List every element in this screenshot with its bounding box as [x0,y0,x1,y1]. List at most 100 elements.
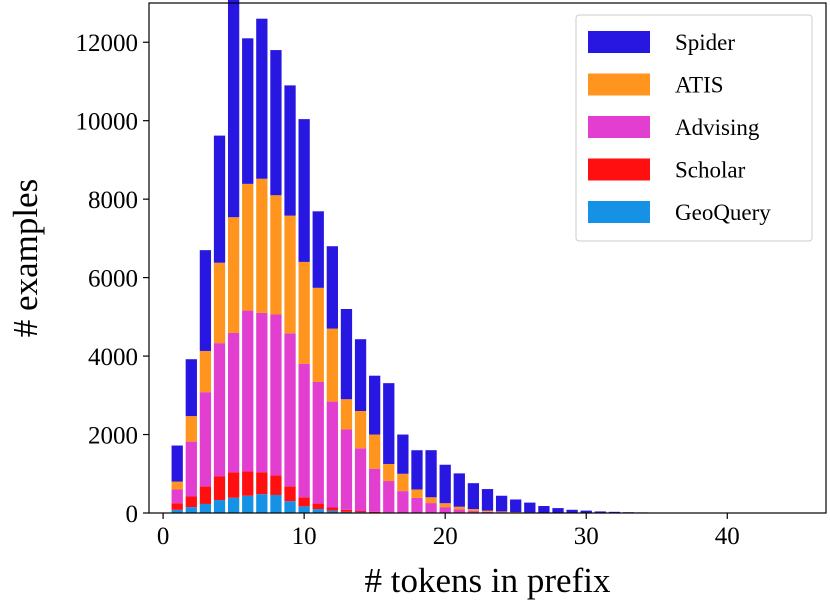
bar-spider-18 [411,450,423,490]
bar-spider-2 [185,359,197,417]
plot-frame [148,2,827,514]
bar-atis-11 [312,287,324,382]
bar-spider-31 [594,511,606,513]
bar-geoquery-2 [185,507,197,513]
bar-geoquery-8 [270,494,282,513]
x-tick-label: 0 [157,523,170,550]
bar-spider-16 [383,383,395,464]
bar-advising-2 [185,441,197,497]
bar-atis-1 [171,481,183,490]
bar-spider-4 [213,135,226,263]
bars-layer [171,0,804,514]
bar-spider-21 [453,473,465,507]
x-tick-label: 40 [715,523,740,550]
bar-geoquery-5 [227,497,240,513]
bar-geoquery-9 [284,501,296,513]
bar-spider-19 [425,450,437,498]
bar-atis-13 [340,399,353,430]
bar-scholar-12 [326,507,338,511]
bar-atis-21 [453,506,465,510]
bar-spider-23 [481,489,494,511]
bar-atis-14 [354,411,367,449]
legend-label-geoquery: GeoQuery [675,200,771,225]
bar-atis-19 [425,497,437,504]
bar-spider-8 [270,50,282,196]
bar-advising-1 [171,489,183,504]
bar-scholar-8 [270,475,282,495]
bar-atis-4 [213,262,226,344]
bar-atis-3 [199,350,212,393]
bar-scholar-3 [199,486,212,504]
bar-advising-22 [467,511,480,513]
bar-scholar-6 [242,471,254,496]
bar-advising-11 [312,381,324,504]
bar-geoquery-6 [242,495,254,513]
bar-advising-20 [439,507,451,513]
bar-atis-22 [467,509,480,512]
bar-spider-10 [298,119,310,262]
bar-scholar-14 [354,511,367,513]
bar-advising-19 [425,503,437,513]
y-tick-label: 6000 [88,266,138,293]
y-tick-label: 2000 [88,423,138,450]
bar-spider-5 [227,0,240,218]
x-axis: 0 10 20 30 40 [157,513,740,550]
bar-spider-27 [538,506,550,513]
bar-atis-16 [383,463,395,482]
bar-atis-7 [256,178,268,313]
legend-label-spider: Spider [675,30,735,55]
bar-spider-13 [340,309,353,400]
y-axis-title: # examples [6,179,45,337]
bar-spider-14 [354,339,367,411]
legend-label-scholar: Scholar [675,158,746,183]
bar-geoquery-7 [256,494,268,513]
bar-advising-6 [242,310,254,472]
bar-geoquery-4 [213,500,226,513]
bar-spider-28 [552,508,564,513]
bar-advising-3 [199,392,212,487]
bar-scholar-2 [185,496,197,508]
y-tick-label: 0 [126,501,139,528]
bar-spider-30 [580,510,592,513]
bar-advising-9 [284,333,296,487]
bar-spider-20 [439,464,451,504]
legend-label-advising: Advising [675,115,760,140]
bar-advising-12 [326,401,338,508]
bar-atis-10 [298,261,310,364]
bar-geoquery-3 [199,503,212,513]
bar-atis-15 [369,434,381,469]
legend-swatch-advising [588,116,650,138]
bar-atis-12 [326,328,338,402]
bar-spider-26 [524,502,536,513]
legend-swatch-scholar [588,158,650,181]
y-axis: 0 2000 4000 6000 8000 10000 12000 [76,30,149,528]
legend-box [575,14,813,242]
x-tick-label: 10 [292,523,317,550]
bar-scholar-13 [340,509,353,512]
bar-scholar-11 [312,503,324,510]
bar-advising-15 [369,468,381,512]
bar-advising-21 [453,509,465,513]
bar-advising-5 [227,332,240,473]
bar-scholar-9 [284,486,296,502]
bar-atis-9 [284,215,296,334]
bar-spider-7 [256,18,268,179]
bar-atis-24 [495,511,508,513]
bar-advising-8 [270,314,282,476]
bar-advising-4 [213,343,226,477]
bar-spider-15 [369,375,381,435]
bar-geoquery-11 [312,509,324,513]
bar-geoquery-10 [298,506,310,513]
bar-atis-23 [481,510,494,512]
y-tick-label: 10000 [76,109,139,136]
bar-advising-18 [411,497,423,513]
bar-advising-14 [354,448,367,512]
y-tick-label: 12000 [76,30,139,57]
bar-spider-3 [199,250,212,351]
bar-spider-12 [326,246,338,329]
bar-spider-29 [566,509,578,513]
legend-swatch-spider [588,31,650,53]
bar-atis-2 [185,416,197,442]
bar-spider-11 [312,211,324,288]
